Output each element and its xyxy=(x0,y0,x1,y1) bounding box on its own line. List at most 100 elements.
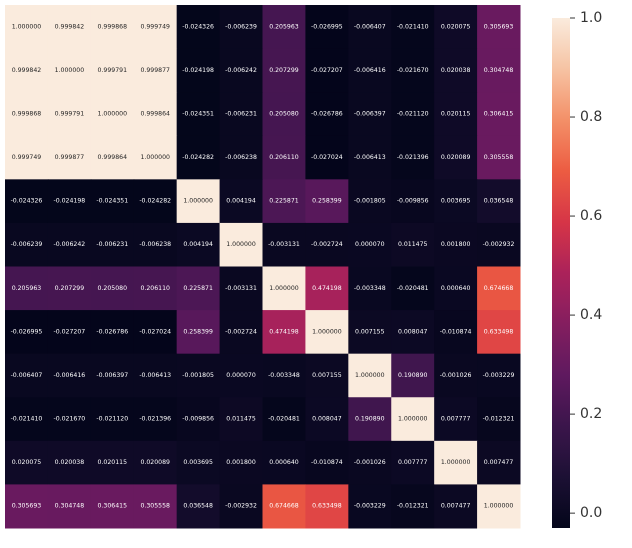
heatmap-cell-r6-c7 xyxy=(305,266,349,311)
heatmap-cell-r8-c0 xyxy=(5,353,49,398)
heatmap-cell-label-r8-c4: -0.001805 xyxy=(182,372,214,379)
heatmap-cell-label-r1-c8: -0.006416 xyxy=(354,67,386,74)
heatmap-cell-label-r10-c2: 0.020115 xyxy=(98,459,128,466)
heatmap-cell-r8-c1 xyxy=(47,353,92,398)
heatmap-cell-r4-c10 xyxy=(434,179,478,224)
heatmap-cell-label-r6-c4: 0.225871 xyxy=(183,285,213,292)
heatmap-cell-label-r9-c4: -0.009856 xyxy=(182,416,214,423)
heatmap-cell-label-r6-c8: -0.003348 xyxy=(354,285,386,292)
heatmap-cell-label-r10-c9: 0.007777 xyxy=(398,459,428,466)
heatmap-cell-r9-c9 xyxy=(391,397,435,442)
heatmap-cell-label-r7-c5: -0.002724 xyxy=(225,328,257,335)
heatmap-cell-label-r6-c7: 0.474198 xyxy=(312,285,342,292)
heatmap-cell-label-r11-c1: 0.304748 xyxy=(55,503,85,510)
heatmap-cell-label-r6-c0: 0.205963 xyxy=(12,285,42,292)
heatmap-cell-label-r2-c0: 0.999868 xyxy=(12,110,42,117)
heatmap-cell-r0-c2 xyxy=(90,5,135,50)
heatmap-cell-label-r7-c1: -0.027207 xyxy=(53,328,85,335)
heatmap-cell-r0-c5 xyxy=(219,5,263,50)
heatmap-cell-r0-c8 xyxy=(348,5,392,50)
heatmap-cell-label-r11-c7: 0.633498 xyxy=(312,503,342,510)
heatmap-cell-label-r5-c9: 0.011475 xyxy=(398,241,428,248)
heatmap-cell-label-r9-c10: 0.007777 xyxy=(441,416,471,423)
heatmap-cell-label-r4-c11: 0.036548 xyxy=(484,198,514,205)
heatmap-cell-r6-c1 xyxy=(47,266,92,311)
heatmap-cell-r6-c8 xyxy=(348,266,392,311)
heatmap-cell-label-r5-c6: -0.003131 xyxy=(268,241,300,248)
heatmap-cell-label-r2-c6: 0.205080 xyxy=(269,110,299,117)
heatmap-cell-label-r3-c3: 1.000000 xyxy=(140,154,170,161)
heatmap-cell-r5-c7 xyxy=(305,222,349,267)
heatmap-cell-label-r9-c0: -0.021410 xyxy=(11,416,43,423)
heatmap-cell-r6-c2 xyxy=(90,266,135,311)
heatmap-cell-label-r8-c3: -0.006413 xyxy=(139,372,171,379)
heatmap-cell-label-r7-c6: 0.474198 xyxy=(269,328,299,335)
heatmap-cell-r4-c3 xyxy=(133,179,178,224)
heatmap-cell-label-r11-c2: 0.306415 xyxy=(98,503,128,510)
heatmap-cell-label-r8-c0: -0.006407 xyxy=(11,372,43,379)
heatmap-cell-r7-c9 xyxy=(391,310,435,355)
heatmap-cell-label-r5-c10: 0.001800 xyxy=(441,241,471,248)
heatmap-cell-r11-c8 xyxy=(348,484,392,529)
heatmap-cell-r11-c9 xyxy=(391,484,435,529)
heatmap-cell-label-r1-c11: 0.304748 xyxy=(484,67,514,74)
heatmap-cell-label-r10-c6: 0.000640 xyxy=(269,459,299,466)
heatmap-cell-label-r7-c11: 0.633498 xyxy=(484,328,514,335)
heatmap-cell-label-r7-c9: 0.008047 xyxy=(398,328,428,335)
heatmap-cell-label-r6-c10: 0.000640 xyxy=(441,285,471,292)
heatmap-cell-r4-c5 xyxy=(219,179,263,224)
colorbar-bar xyxy=(552,18,570,528)
heatmap-cell-label-r0-c10: 0.020075 xyxy=(441,23,471,30)
heatmap-cell-label-r5-c11: -0.002932 xyxy=(483,241,515,248)
heatmap-cell-label-r6-c5: -0.003131 xyxy=(225,285,257,292)
heatmap-cell-r2-c3 xyxy=(133,92,178,137)
heatmap-cell-r4-c6 xyxy=(262,179,306,224)
heatmap-cell-label-r9-c11: -0.012321 xyxy=(483,416,515,423)
heatmap-cell-label-r9-c3: -0.021396 xyxy=(139,416,171,423)
heatmap-cell-r2-c7 xyxy=(305,92,349,137)
heatmap-cell-r2-c9 xyxy=(391,92,435,137)
heatmap-cell-r5-c9 xyxy=(391,222,435,267)
heatmap-cell-r5-c0 xyxy=(5,222,49,267)
heatmap-cell-r7-c8 xyxy=(348,310,392,355)
heatmap-cell-r2-c2 xyxy=(90,92,135,137)
heatmap-cell-label-r2-c5: -0.006231 xyxy=(225,110,257,117)
heatmap-cell-r2-c10 xyxy=(434,92,478,137)
colorbar: 0.0 0.2 0.4 0.6 0.8 1.0 xyxy=(552,10,602,528)
heatmap-cell-r0-c7 xyxy=(305,5,349,50)
heatmap-cell-r11-c0 xyxy=(5,484,49,529)
heatmap-cell-r2-c11 xyxy=(477,92,521,137)
heatmap-cell-r7-c0 xyxy=(5,310,49,355)
heatmap-cell-r4-c8 xyxy=(348,179,392,224)
heatmap-cell-r10-c7 xyxy=(305,440,349,485)
heatmap-cell-label-r3-c8: -0.006413 xyxy=(354,154,386,161)
heatmap-cell-label-r1-c3: 0.999877 xyxy=(140,67,170,74)
heatmap-cell-r4-c2 xyxy=(90,179,135,224)
heatmap-cell-r11-c6 xyxy=(262,484,306,529)
heatmap-cell-label-r10-c10: 1.000000 xyxy=(441,459,471,466)
heatmap-cell-label-r0-c7: -0.026995 xyxy=(311,23,343,30)
heatmap-cell-label-r5-c0: -0.006239 xyxy=(11,241,43,248)
heatmap-cell-r7-c3 xyxy=(133,310,178,355)
heatmap-cell-r11-c3 xyxy=(133,484,178,529)
heatmap-cell-r0-c9 xyxy=(391,5,435,50)
heatmap-cell-r9-c2 xyxy=(90,397,135,442)
heatmap-cell-r3-c11 xyxy=(477,135,521,180)
heatmap-cell-label-r6-c3: 0.206110 xyxy=(140,285,170,292)
heatmap-cell-label-r5-c1: -0.006242 xyxy=(53,241,85,248)
heatmap-cell-label-r7-c4: 0.258399 xyxy=(183,328,213,335)
heatmap-cell-r8-c6 xyxy=(262,353,306,398)
heatmap-cell-r1-c5 xyxy=(219,48,263,93)
heatmap-cell-r0-c6 xyxy=(262,5,306,50)
heatmap-cell-label-r9-c6: -0.020481 xyxy=(268,416,300,423)
heatmap-cell-label-r3-c4: -0.024282 xyxy=(182,154,214,161)
heatmap-cell-label-r0-c5: -0.006239 xyxy=(225,23,257,30)
heatmap-cell-r8-c4 xyxy=(176,353,221,398)
heatmap-cell-label-r4-c7: 0.258399 xyxy=(312,198,342,205)
heatmap-cell-r3-c10 xyxy=(434,135,478,180)
heatmap-cell-label-r3-c10: 0.020089 xyxy=(441,154,471,161)
heatmap-cell-label-r7-c10: -0.010874 xyxy=(440,328,472,335)
heatmap-cell-r10-c5 xyxy=(219,440,263,485)
heatmap-cell-r6-c5 xyxy=(219,266,263,311)
colorbar-tick-label: 0.8 xyxy=(580,109,602,125)
